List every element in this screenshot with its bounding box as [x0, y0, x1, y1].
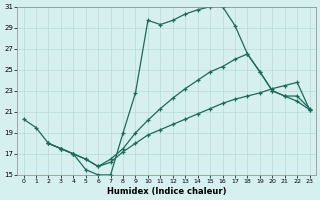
X-axis label: Humidex (Indice chaleur): Humidex (Indice chaleur) [107, 187, 226, 196]
